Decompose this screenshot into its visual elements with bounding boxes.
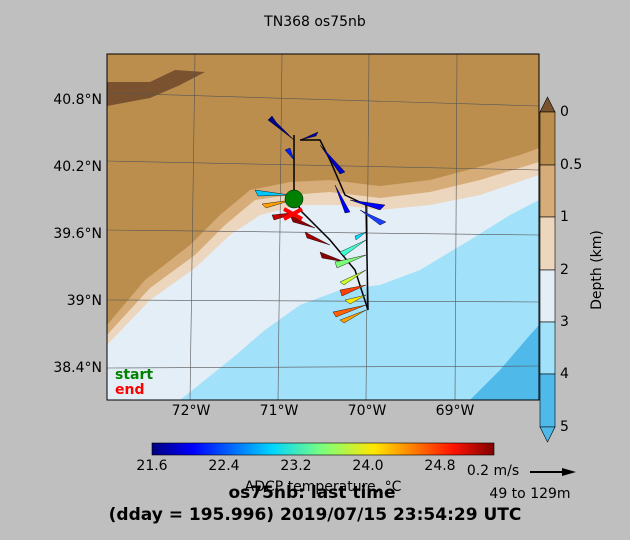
depth-tick-label: 2 bbox=[560, 262, 569, 278]
scale-arrow-head bbox=[562, 468, 576, 476]
depth-label: Depth (km) bbox=[589, 230, 605, 310]
scale-depth: 49 to 129m bbox=[489, 486, 570, 502]
footer-line2: (dday = 195.996) 2019/07/15 23:54:29 UTC bbox=[109, 505, 522, 525]
lon-label: 69°W bbox=[436, 403, 475, 419]
temperature-tick-label: 23.2 bbox=[280, 458, 311, 474]
temperature-tick-label: 21.6 bbox=[136, 458, 167, 474]
map: start end bbox=[107, 54, 539, 400]
title: TN368 os75nb bbox=[263, 14, 366, 30]
depth-tick-label: 0.5 bbox=[560, 157, 582, 173]
temperature-tick-label: 24.8 bbox=[424, 458, 455, 474]
lat-label: 38.4°N bbox=[53, 360, 102, 376]
lat-label: 39°N bbox=[67, 293, 102, 309]
lat-labels: 40.8°N 40.2°N 39.6°N 39°N 38.4°N bbox=[53, 92, 102, 376]
temperature-tick-label: 24.0 bbox=[352, 458, 383, 474]
temperature-label: ADCP temperature, °C bbox=[245, 479, 402, 495]
legend-end: end bbox=[115, 382, 144, 398]
lon-label: 70°W bbox=[348, 403, 387, 419]
lat-label: 40.8°N bbox=[53, 92, 102, 108]
lon-label: 72°W bbox=[172, 403, 211, 419]
depth-tick-label: 5 bbox=[560, 419, 569, 435]
depth-colorbar bbox=[539, 96, 556, 443]
lon-labels: 72°W 71°W 70°W 69°W bbox=[172, 403, 475, 419]
lat-label: 39.6°N bbox=[53, 226, 102, 242]
depth-tick-label: 4 bbox=[560, 366, 569, 382]
legend-start: start bbox=[115, 367, 153, 383]
temperature-tick-label: 22.4 bbox=[208, 458, 239, 474]
temperature-ticks: 21.6 22.4 23.2 24.0 24.8 bbox=[136, 458, 455, 474]
depth-tick-label: 3 bbox=[560, 314, 569, 330]
depth-tick-label: 1 bbox=[560, 209, 569, 225]
lat-label: 40.2°N bbox=[53, 159, 102, 175]
depth-ticks: 0 0.5 1 2 3 4 5 bbox=[560, 104, 582, 435]
footer-line1: os75nb: last time bbox=[228, 483, 395, 503]
depth-tick-label: 0 bbox=[560, 104, 569, 120]
lon-label: 71°W bbox=[260, 403, 299, 419]
temperature-colorbar bbox=[151, 442, 495, 456]
scale-speed: 0.2 m/s bbox=[467, 463, 519, 479]
